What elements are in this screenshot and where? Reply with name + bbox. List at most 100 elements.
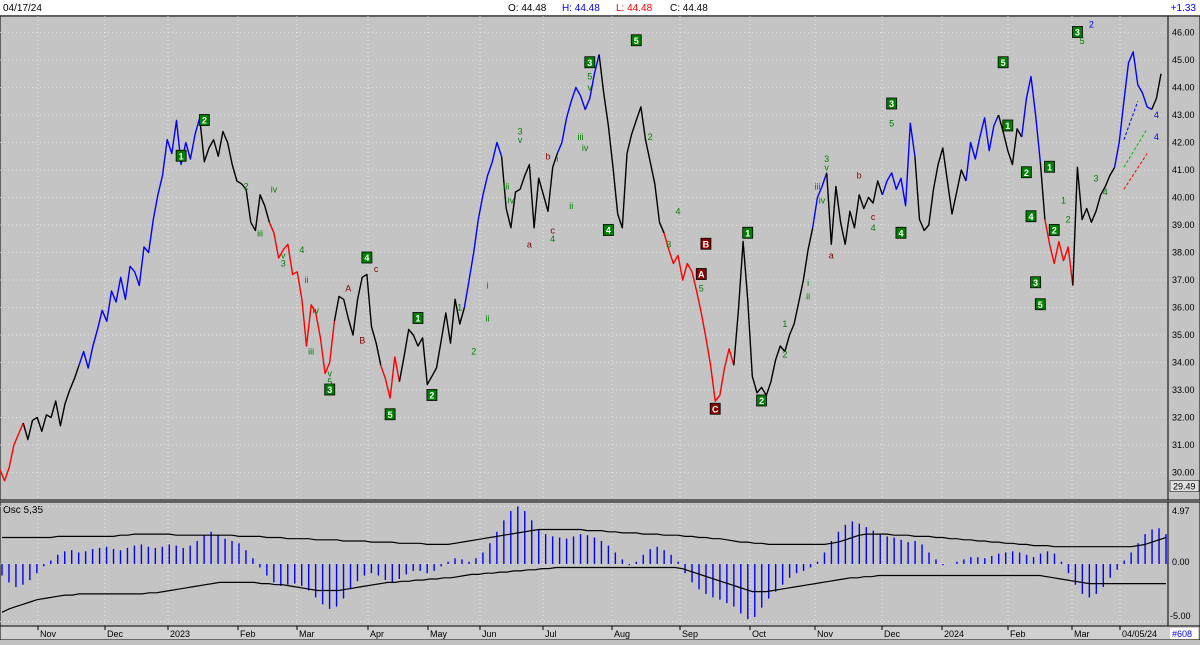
x-tick-label: Nov	[817, 629, 834, 639]
wave-text-label: 1	[782, 319, 787, 329]
header-close: C: 44.48	[670, 3, 708, 14]
wave-text-label: 4	[871, 223, 876, 233]
wave-text-label: a	[527, 239, 532, 249]
x-tick-label: 2023	[170, 629, 190, 639]
x-tick-label: Apr	[370, 629, 384, 639]
header-low: L: 44.48	[616, 3, 653, 14]
wave-text-label: iii	[503, 182, 509, 192]
price-segment	[663, 233, 735, 402]
wave-text-label: 4	[550, 234, 555, 244]
wave-box-label: 2	[1020, 166, 1032, 179]
x-tick-label: Mar	[1074, 629, 1090, 639]
price-segment	[556, 54, 600, 154]
y-tick-label: 34.00	[1172, 358, 1195, 368]
y-tick-label: 43.00	[1172, 110, 1195, 120]
price-segment	[733, 227, 814, 397]
wave-text-label: iv	[819, 195, 826, 205]
wave-text-label: A	[345, 283, 351, 293]
wave-box-text: 1	[415, 314, 420, 324]
wave-box-text: A	[698, 270, 705, 280]
wave-text-label: 2	[1089, 19, 1094, 29]
osc-top-label: 4.97	[1172, 506, 1190, 516]
x-tick-label: May	[430, 629, 448, 639]
wave-box-text: 3	[889, 99, 894, 109]
x-tick-label: 2024	[944, 629, 964, 639]
wave-box-label: C	[709, 402, 721, 415]
oscillator-title: Osc 5,35	[3, 505, 43, 516]
x-tick-label: Feb	[240, 629, 256, 639]
wave-text-label: v	[281, 250, 286, 260]
price-segment	[500, 153, 558, 229]
wave-box-label: 3	[1072, 26, 1083, 38]
oscillator-axis	[1167, 501, 1200, 627]
x-tick-label: Aug	[614, 629, 630, 639]
wave-text-label: iii	[578, 132, 584, 142]
header-high: H: 44.48	[562, 3, 600, 14]
wave-text-label: iii	[257, 228, 263, 238]
bar-count-badge: #608	[1172, 629, 1192, 639]
wave-text-label: 2	[471, 347, 476, 357]
wave-box-text: 3	[1033, 278, 1038, 288]
y-tick-label: 45.00	[1172, 55, 1195, 65]
price-segment	[1044, 219, 1074, 286]
wave-box-label: 5	[630, 34, 642, 47]
wave-box-label: 1	[412, 312, 424, 324]
wave-box-text: 5	[388, 410, 393, 420]
wave-text-label: 4	[1103, 187, 1108, 197]
wave-text-label: iv	[271, 184, 278, 194]
oscillator-bands	[1, 528, 1167, 613]
wave-box-label: 2	[1048, 224, 1060, 236]
price-segment	[914, 147, 967, 232]
wave-text-label: i	[807, 278, 809, 288]
y-tick-label: 46.00	[1172, 28, 1195, 38]
wave-text-label: a	[829, 250, 834, 260]
wave-text-label: 3	[1094, 173, 1099, 183]
wave-box-label: 1	[175, 149, 187, 162]
y-tick-label: 44.00	[1172, 83, 1195, 93]
wave-text-label: i	[487, 281, 489, 291]
wave-text-label: 2	[1066, 215, 1071, 225]
wave-box-text: B	[703, 239, 710, 249]
wave-box-text: 5	[1038, 300, 1043, 310]
price-segment	[1072, 166, 1116, 286]
x-tick-label: Nov	[40, 629, 57, 639]
price-grid	[0, 16, 1168, 500]
price-segment	[997, 114, 1023, 166]
wave-box-label: B	[700, 237, 712, 250]
x-tick-label: Oct	[752, 629, 767, 639]
wave-text-label: iv	[582, 143, 589, 153]
wave-text-label: b	[857, 171, 862, 181]
wave-box-text: 3	[1075, 28, 1080, 38]
wave-text-label: 2	[648, 132, 653, 142]
price-segment	[398, 298, 466, 386]
x-tick-label: Sep	[682, 629, 698, 639]
projection-line	[1123, 101, 1139, 140]
wave-box-text: 4	[606, 226, 611, 236]
wave-box-label: A	[695, 268, 707, 280]
wave-text-label: 2	[782, 349, 787, 359]
wave-box-text: 5	[1001, 58, 1006, 68]
wave-box-label: 2	[426, 389, 438, 401]
price-segment	[881, 122, 916, 207]
price-segment	[78, 117, 201, 369]
wave-box-label: 3	[584, 56, 596, 69]
projection-line	[1123, 128, 1148, 168]
wave-box-text: 2	[1024, 168, 1029, 178]
wave-box-label: 4	[1025, 210, 1037, 223]
price-last-marker: 29.49	[1169, 480, 1200, 492]
wave-text-label: 3	[518, 127, 523, 137]
wave-text-label: 5	[587, 72, 592, 82]
x-tick-label: Jul	[545, 629, 557, 639]
wave-box-label: 1	[742, 226, 754, 239]
price-segment	[199, 117, 271, 232]
price-segment	[22, 365, 80, 441]
wave-box-text: C	[712, 404, 719, 414]
price-segment	[812, 172, 828, 228]
wave-text-label: v	[588, 83, 593, 93]
price-segment	[333, 273, 382, 366]
projection-line	[1123, 153, 1148, 190]
wave-text-label: ii	[305, 275, 309, 285]
wave-text-label: 1	[1061, 195, 1066, 205]
osc-upper-band	[2, 528, 1167, 548]
